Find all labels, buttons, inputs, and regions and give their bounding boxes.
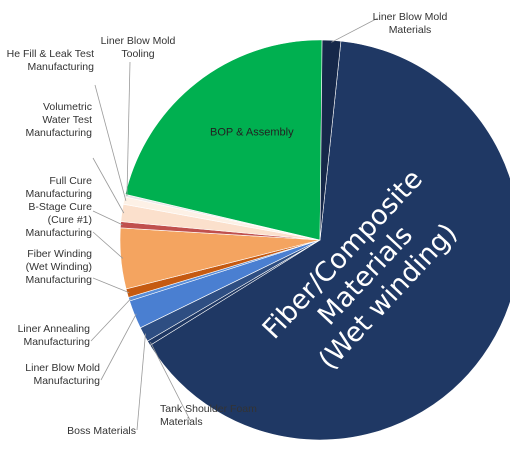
label-volumetric-water-test-manufacturing: Volumetric Water Test Manufacturing [25,101,92,139]
leader-lines [90,17,379,431]
leader-tank-shoulder-foam-materials [150,342,191,421]
label-liner-annealing-manufacturing: Liner Annealing Manufacturing [18,323,91,348]
leader-full-cure-manufacturing [92,210,123,226]
slice-liner-blow-mold-materials [319,39,342,241]
slice-fiber-composite-materials-wet-winding [149,40,510,441]
label-boss-materials: Boss Materials [67,425,136,437]
label-fiber-winding-wet-winding-manufacturing: Fiber Winding (Wet Winding) Manufacturing [25,248,92,286]
label-full-cure-manufacturing: Full Cure Manufacturing [25,175,92,200]
leader-boss-materials [136,333,146,431]
leader-liner-blow-mold-manufacturing [100,313,137,381]
label-liner-blow-mold-manufacturing: Liner Blow Mold Manufacturing [25,362,100,387]
label-liner-blow-mold-tooling: Liner Blow Mold Tooling [101,35,176,60]
slice-bop-assembly [124,39,323,241]
leader-fiber-winding-wet-winding-manufacturing [92,277,130,294]
leader-liner-blow-mold-tooling [126,61,131,197]
leader-liner-annealing-manufacturing [90,298,132,342]
label-b-stage-cure-cure-1-manufacturing: B-Stage Cure (Cure #1) Manufacturing [25,201,92,239]
leader-b-stage-cure-cure-1-manufacturing [92,231,124,259]
label-bop-assembly: BOP & Assembly [210,127,294,139]
leader-volumetric-water-test-manufacturing [92,157,125,214]
label-liner-blow-mold-materials: Liner Blow Mold Materials [373,11,448,36]
pie-slices [119,39,510,441]
leader-he-fill-leak-test-manufacturing [94,84,127,201]
leader-liner-blow-mold-materials [331,17,379,43]
label-tank-shoulder-foam-materials: Tank Shoulder Foam Materials [160,403,257,428]
label-he-fill-leak-test-manufacturing: He Fill & Leak Test Manufacturing [7,48,94,73]
